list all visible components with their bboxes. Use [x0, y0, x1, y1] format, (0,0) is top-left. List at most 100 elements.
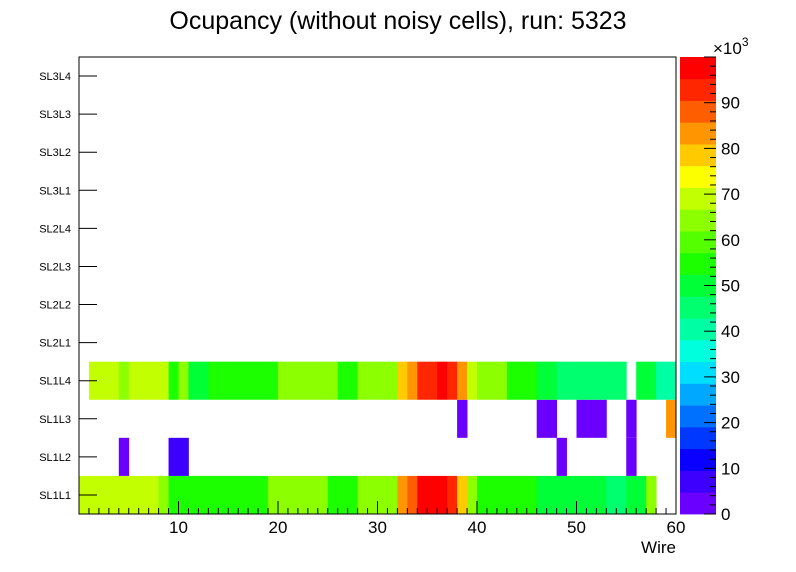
heatmap-cell [178, 437, 189, 476]
x-tick-label: 20 [269, 518, 288, 537]
heatmap-cell [526, 475, 538, 514]
y-axis: SL1L1 SL1L2 SL1L3 SL1L4 SL2L1 SL2L2 SL2L3 SL2L4… [39, 71, 97, 502]
heatmap-cell [666, 399, 677, 438]
palette-band [680, 339, 716, 363]
chart-title: Ocupancy (without noisy cells), run: 532… [169, 7, 626, 35]
heatmap-cell [168, 437, 179, 476]
color-scale-multiplier-exponent: 3 [742, 35, 749, 49]
heatmap-cell [536, 475, 548, 514]
heatmap-cell [506, 475, 518, 514]
heatmap-cell [447, 361, 458, 400]
heatmap-cell [477, 475, 488, 514]
heatmap-cell [417, 475, 428, 514]
palette-band [680, 470, 716, 493]
heatmap-cell [626, 437, 637, 476]
heatmap-cell [367, 475, 378, 514]
heatmap-cell [437, 361, 448, 400]
heatmap-cell [636, 361, 647, 400]
heatmap-cell [347, 475, 358, 514]
color-scale-multiplier: ×103 [713, 35, 749, 58]
heatmap-cell [656, 361, 667, 400]
heatmap-cell [278, 361, 289, 400]
heatmap-cell [118, 437, 130, 476]
heatmap-cell [397, 475, 408, 514]
heatmap-cell [178, 475, 189, 514]
y-tick-label: SL2L2 [39, 300, 71, 312]
heatmap-cell [646, 361, 657, 400]
color-scale-tick-label: 10 [721, 459, 740, 478]
heatmap-cell [128, 475, 140, 514]
heatmap-cell [218, 361, 229, 400]
heatmap-cell [238, 361, 249, 400]
color-scale-tick-label: 20 [721, 414, 740, 433]
heatmap-cell [447, 475, 458, 514]
palette-band [680, 165, 716, 188]
y-tick-label: SL1L1 [39, 490, 71, 502]
palette-band [680, 296, 716, 319]
color-scale-tick-label: 80 [721, 139, 740, 158]
heatmap-cells [79, 361, 677, 514]
heatmap-cell [198, 361, 209, 400]
heatmap-cell [516, 475, 528, 514]
heatmap-cell [666, 361, 677, 400]
heatmap-cell [606, 475, 617, 514]
heatmap-cell [317, 361, 329, 400]
heatmap-cell [387, 475, 398, 514]
palette-band [680, 405, 716, 428]
heatmap-cell [616, 475, 627, 514]
heatmap-cell [496, 475, 508, 514]
heatmap-cell [297, 361, 309, 400]
heatmap-cell [486, 475, 498, 514]
heatmap-cell [357, 475, 368, 514]
heatmap-cell [148, 361, 159, 400]
heatmap-cell [407, 475, 418, 514]
heatmap-cell [596, 475, 607, 514]
color-scale-multiplier-base: ×10 [713, 39, 742, 58]
heatmap-cell [467, 475, 478, 514]
heatmap-cell [467, 361, 478, 400]
color-scale-tick-label: 70 [721, 185, 740, 204]
palette-band [680, 122, 716, 145]
heatmap-cell [556, 437, 567, 476]
heatmap-cell [118, 361, 130, 400]
heatmap-cell [586, 399, 597, 438]
heatmap-cell [168, 361, 179, 400]
color-scale-tick-label: 40 [721, 322, 740, 341]
palette-band [680, 187, 716, 210]
palette-band [680, 361, 716, 384]
heatmap-cell [377, 475, 388, 514]
heatmap-cell [297, 475, 309, 514]
heatmap-cell [566, 361, 577, 400]
y-tick-label: SL3L3 [39, 109, 71, 121]
palette-band [680, 318, 716, 341]
heatmap-cell [327, 475, 339, 514]
heatmap-cell [258, 361, 269, 400]
heatmap-cell [566, 475, 577, 514]
heatmap-cell [248, 361, 259, 400]
x-tick-label: 50 [567, 518, 586, 537]
heatmap-cell [417, 361, 428, 400]
palette-band [680, 274, 716, 297]
heatmap-cell [238, 475, 249, 514]
heatmap-cell [377, 361, 388, 400]
x-tick-label: 10 [169, 518, 188, 537]
heatmap-cell [208, 475, 219, 514]
heatmap-cell [457, 361, 468, 400]
palette-band [680, 100, 716, 123]
heatmap-cell [307, 475, 319, 514]
heatmap-cell [437, 475, 448, 514]
color-scale-tick-label: 0 [721, 505, 730, 524]
heatmap-cell [118, 475, 130, 514]
heatmap-cell [98, 361, 110, 400]
palette-band [680, 426, 716, 450]
heatmap-cell [98, 475, 110, 514]
y-tick-label: SL3L4 [39, 71, 71, 83]
x-axis-label: Wire [641, 538, 676, 557]
color-scale-axis: 0 10 20 30 40 50 60 70 80 90 [704, 56, 740, 524]
heatmap-cell [337, 475, 349, 514]
heatmap-cell [596, 361, 607, 400]
heatmap-cell [636, 475, 647, 514]
heatmap-cell [158, 475, 169, 514]
heatmap-cell [268, 475, 279, 514]
heatmap-cell [546, 475, 557, 514]
